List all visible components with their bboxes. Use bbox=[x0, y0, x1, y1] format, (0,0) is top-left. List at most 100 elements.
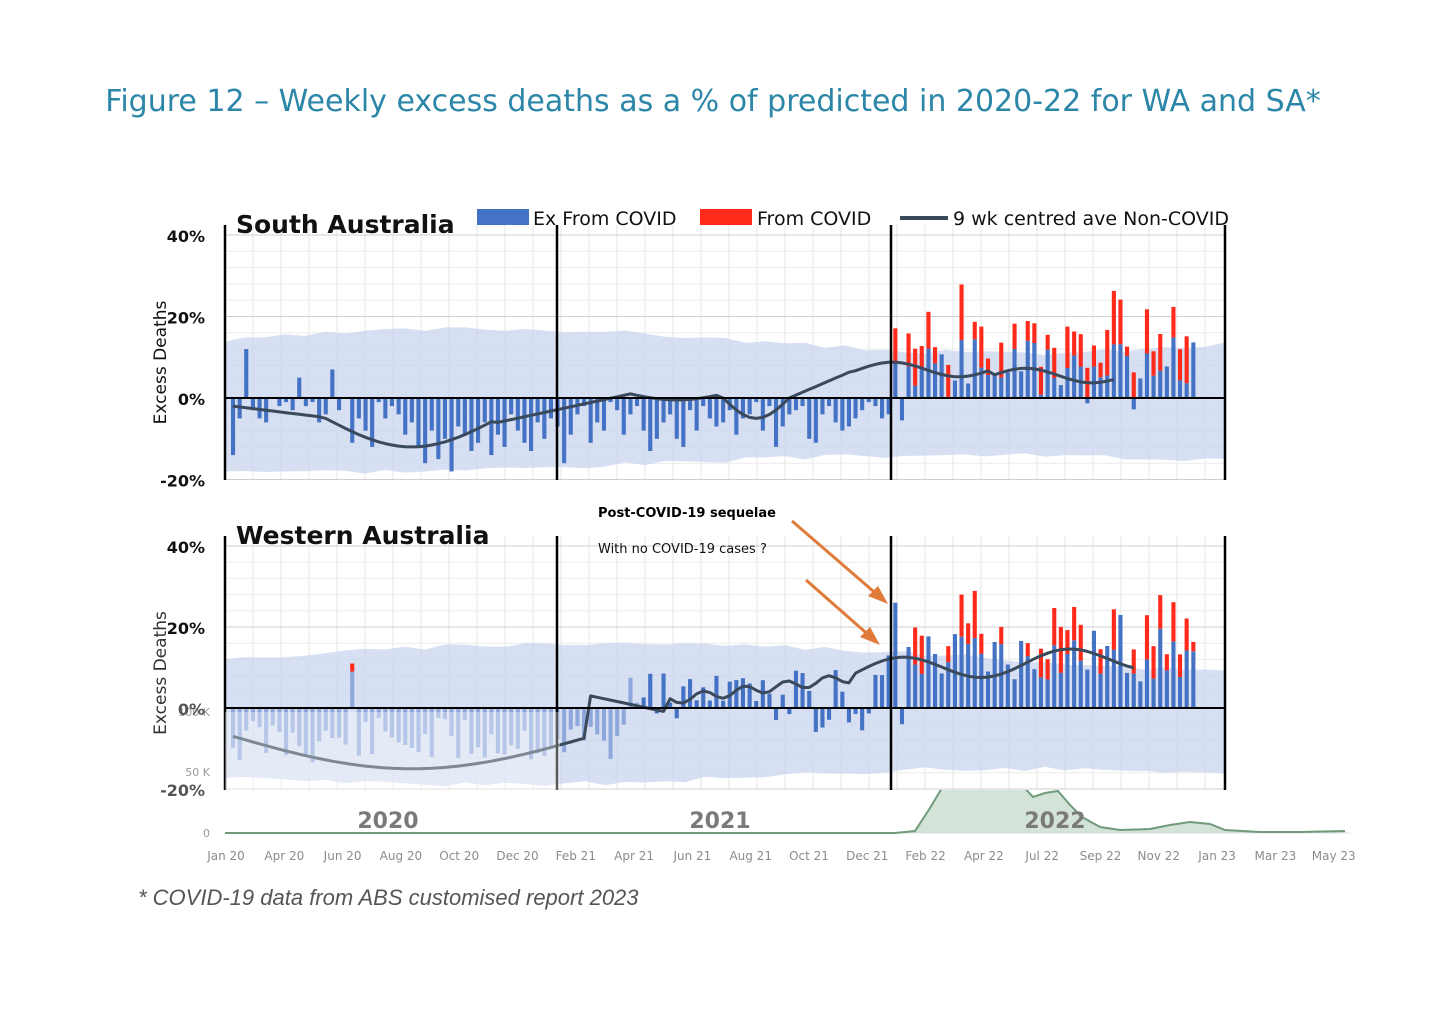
sa-covid-bar bbox=[979, 326, 984, 368]
sa-covid-bar bbox=[1025, 321, 1030, 341]
annotation-title: Post-COVID-19 sequelae bbox=[598, 506, 776, 521]
wa-bar bbox=[668, 702, 673, 708]
legend-ex-covid-swatch bbox=[477, 209, 529, 225]
sa-bar bbox=[860, 398, 865, 411]
wa-bar bbox=[615, 708, 620, 736]
wa-bar bbox=[688, 679, 693, 708]
wa-bar bbox=[363, 708, 368, 722]
wa-bar bbox=[919, 673, 924, 708]
wa-bar bbox=[1178, 677, 1183, 708]
sa-bar bbox=[952, 380, 957, 398]
wa-bar bbox=[1045, 679, 1050, 708]
sa-bar bbox=[807, 398, 812, 439]
cases-xtick-label: Nov 22 bbox=[1138, 849, 1181, 863]
wa-bar bbox=[628, 677, 633, 708]
sa-bar bbox=[800, 398, 805, 407]
wa-bar bbox=[939, 673, 944, 708]
wa-bar bbox=[1072, 640, 1077, 708]
sa-bar bbox=[1178, 380, 1183, 398]
wa-covid-bar bbox=[972, 590, 977, 638]
wa-covid-bar bbox=[1171, 602, 1176, 642]
wa-bar bbox=[926, 636, 931, 708]
sa-covid-bar bbox=[1038, 366, 1043, 395]
sa-bar bbox=[893, 363, 898, 398]
wa-bar bbox=[1131, 673, 1136, 708]
cases-xtick-label: Jun 21 bbox=[672, 849, 711, 863]
wa-covid-bar bbox=[1111, 609, 1116, 650]
wa-bar bbox=[1164, 670, 1169, 708]
wa-bar bbox=[250, 708, 255, 722]
wa-bar bbox=[999, 644, 1004, 708]
wa-bar bbox=[237, 708, 242, 761]
wa-bar bbox=[1171, 641, 1176, 708]
wa-bar bbox=[1019, 641, 1024, 708]
sa-covid-bar bbox=[1158, 334, 1163, 371]
sa-moving-average-line bbox=[232, 360, 1115, 449]
sa-bar bbox=[846, 398, 851, 427]
wa-ytick-label: 20% bbox=[167, 619, 205, 638]
year-label: 2020 bbox=[357, 809, 418, 834]
sa-bar bbox=[813, 398, 818, 443]
sa-covid-bar bbox=[959, 284, 964, 341]
wa-bar bbox=[972, 638, 977, 708]
sa-covid-bar bbox=[1184, 336, 1189, 384]
sa-bar bbox=[462, 398, 467, 435]
sa-covid-bar bbox=[1091, 345, 1096, 367]
wa-bar bbox=[568, 708, 573, 730]
sa-bar bbox=[926, 348, 931, 398]
cases-xtick-label: Dec 20 bbox=[496, 849, 538, 863]
cases-xtick-label: Jun 20 bbox=[323, 849, 362, 863]
sa-bar bbox=[999, 377, 1004, 398]
western-australia-panel: 40% 20% 0% -20% Excess Deaths Western Austral… bbox=[151, 521, 1227, 800]
sa-bar bbox=[760, 398, 765, 431]
wa-covid-bar bbox=[1065, 630, 1070, 654]
wa-covid-bar bbox=[1045, 659, 1050, 680]
sa-bar bbox=[449, 398, 454, 472]
sa-bar bbox=[674, 398, 679, 439]
sa-bar bbox=[409, 398, 414, 423]
wa-bar bbox=[661, 673, 666, 708]
wa-bar bbox=[1144, 659, 1149, 708]
wa-bar bbox=[383, 708, 388, 732]
wa-bar bbox=[774, 708, 779, 720]
wa-bar bbox=[542, 708, 547, 756]
wa-bar bbox=[244, 708, 249, 731]
sa-bar bbox=[356, 398, 361, 419]
sa-bar bbox=[694, 398, 699, 431]
sa-bar bbox=[635, 398, 640, 407]
wa-bar bbox=[423, 708, 428, 735]
sa-bar bbox=[1105, 375, 1110, 398]
sa-bar bbox=[661, 398, 666, 423]
wa-bar bbox=[370, 708, 375, 754]
wa-bar bbox=[674, 708, 679, 719]
sa-bar bbox=[1171, 337, 1176, 398]
sa-covid-bar bbox=[1118, 299, 1123, 345]
wa-bar bbox=[376, 708, 381, 718]
wa-bar bbox=[601, 708, 606, 741]
sa-bar bbox=[701, 398, 706, 407]
legend-ex-covid-label: Ex From COVID bbox=[533, 208, 677, 230]
wa-bar bbox=[297, 708, 302, 747]
wa-covid-bar bbox=[1184, 618, 1189, 651]
wa-bar bbox=[648, 673, 653, 708]
sa-bar bbox=[621, 398, 626, 435]
sa-bar bbox=[290, 398, 295, 411]
wa-covid-bar bbox=[1025, 643, 1030, 657]
wa-bar bbox=[522, 708, 527, 731]
sa-bar bbox=[423, 398, 428, 464]
wa-bar bbox=[389, 708, 394, 738]
sa-bar bbox=[389, 398, 394, 407]
wa-bar bbox=[515, 708, 520, 749]
sa-bar bbox=[787, 398, 792, 415]
wa-bar bbox=[853, 708, 858, 714]
sa-bar bbox=[747, 398, 752, 415]
sa-bar bbox=[509, 398, 514, 415]
wa-bar bbox=[621, 708, 626, 725]
sa-bar bbox=[608, 398, 613, 403]
wa-covid-bar bbox=[1158, 595, 1163, 629]
sa-bar bbox=[886, 398, 891, 415]
wa-ylabel: Excess Deaths bbox=[151, 611, 171, 735]
wa-bar bbox=[529, 708, 534, 760]
wa-bar bbox=[416, 708, 421, 752]
legend-from-covid-label: From COVID bbox=[757, 208, 871, 230]
